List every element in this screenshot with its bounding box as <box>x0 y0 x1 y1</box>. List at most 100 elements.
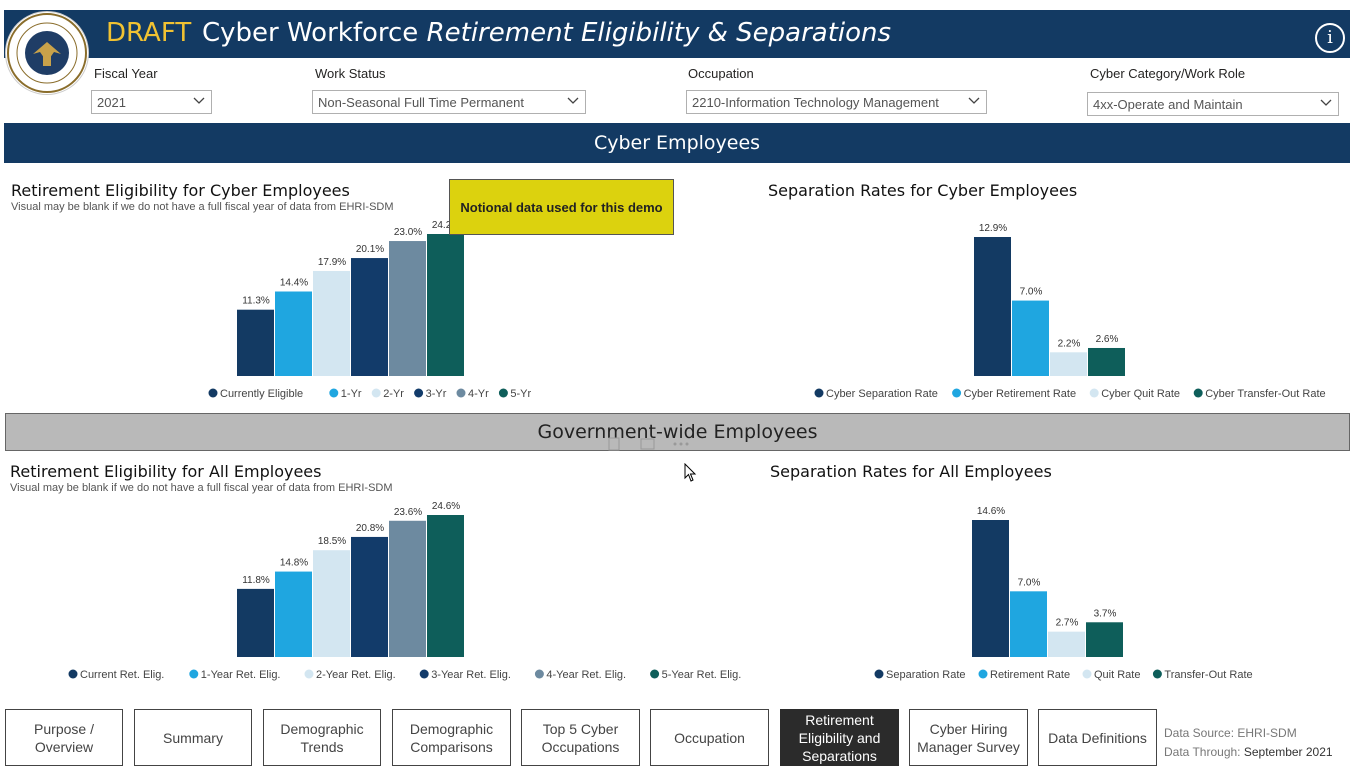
legend-label-sep_all-3[interactable]: Transfer-Out Rate <box>1164 669 1252 681</box>
filter-label-occupation: Occupation <box>688 66 754 81</box>
bar-ret_cyber-4[interactable] <box>389 241 426 376</box>
bar-ret_cyber-0[interactable] <box>237 309 274 376</box>
legend-label-ret_cyber-4[interactable]: 4-Yr <box>468 388 489 400</box>
legend-marker-sep_all-0 <box>874 669 884 679</box>
title-sub: Retirement Eligibility & Separations <box>426 18 892 48</box>
legend-label-sep_cyber-2[interactable]: Cyber Quit Rate <box>1101 388 1180 400</box>
bar-ret_cyber-5[interactable] <box>427 234 464 376</box>
legend-label-ret_cyber-0[interactable]: Currently Eligible <box>220 388 303 400</box>
footer-data-source: Data Source: EHRI-SDM <box>1164 726 1297 740</box>
legend-label-ret_cyber-1[interactable]: 1-Yr <box>341 388 362 400</box>
bar-ret_all-4[interactable] <box>389 520 426 657</box>
bar-ret_all-2[interactable] <box>313 550 350 657</box>
legend-marker-ret_all-1 <box>189 669 199 679</box>
bar-sep_all-1[interactable] <box>1010 591 1047 657</box>
legend-label-sep_all-0[interactable]: Separation Rate <box>886 669 966 681</box>
occupation-value: 2210-Information Technology Management <box>692 95 939 110</box>
bar-sep_cyber-2[interactable] <box>1050 352 1087 376</box>
legend-label-ret_cyber-3[interactable]: 3-Yr <box>426 388 447 400</box>
work-status-dropdown[interactable]: Non-Seasonal Full Time Permanent <box>312 90 586 114</box>
title-main: Cyber Workforce <box>202 18 419 48</box>
bar-sep_all-2[interactable] <box>1048 631 1085 657</box>
legend-marker-ret_cyber-0 <box>208 388 218 398</box>
data-label-sep_all-1: 7.0% <box>1018 577 1041 588</box>
legend-label-ret_all-0[interactable]: Current Ret. Elig. <box>80 669 164 681</box>
chart-title-ret-all: Retirement Eligibility for All Employees <box>10 462 322 481</box>
legend-label-sep_all-1[interactable]: Retirement Rate <box>990 669 1070 681</box>
data-label-ret_all-2: 18.5% <box>318 536 346 547</box>
chart-title-sep-all: Separation Rates for All Employees <box>770 462 1052 481</box>
fiscal-year-dropdown[interactable]: 2021 <box>91 90 212 114</box>
nav-retirement-eligibility-separations[interactable]: Retirement Eligibility and Separations <box>780 709 899 766</box>
nav-cyber-hiring-manager-survey[interactable]: Cyber Hiring Manager Survey <box>909 709 1028 766</box>
opm-seal-logo <box>6 12 88 94</box>
focus-mode-icon <box>640 438 655 450</box>
bar-sep_cyber-3[interactable] <box>1088 347 1125 376</box>
cyber-category-dropdown[interactable]: 4xx-Operate and Maintain <box>1087 92 1339 116</box>
data-label-ret_cyber-2: 17.9% <box>318 257 346 268</box>
bar-ret_all-0[interactable] <box>237 588 274 657</box>
legend-marker-ret_cyber-2 <box>371 388 381 398</box>
nav-purpose-overview[interactable]: Purpose / Overview <box>5 709 123 766</box>
data-label-sep_all-2: 2.7% <box>1056 618 1079 629</box>
legend-label-ret_all-1[interactable]: 1-Year Ret. Elig. <box>201 669 281 681</box>
legend-label-sep_cyber-0[interactable]: Cyber Separation Rate <box>826 388 938 400</box>
filter-label-fiscal-year: Fiscal Year <box>94 66 158 81</box>
notional-data-banner: Notional data used for this demo <box>449 179 674 235</box>
footer-through-value: September 2021 <box>1243 745 1333 759</box>
legend-label-ret_all-4[interactable]: 4-Year Ret. Elig. <box>546 669 626 681</box>
more-options-icon <box>673 442 677 446</box>
bar-sep_cyber-1[interactable] <box>1012 300 1049 376</box>
nav-top-5-cyber-occupations[interactable]: Top 5 Cyber Occupations <box>521 709 640 766</box>
legend-label-ret_cyber-5[interactable]: 5-Yr <box>510 388 531 400</box>
info-icon[interactable]: i <box>1315 23 1345 53</box>
bar-ret_all-3[interactable] <box>351 536 388 657</box>
chart-sep-all: 14.6% 7.0% 2.7% 3.7% Separation Rate Retireme… <box>874 506 1253 681</box>
legend-label-ret_all-2[interactable]: 2-Year Ret. Elig. <box>316 669 396 681</box>
legend-marker-ret_all-3 <box>419 669 429 679</box>
chevron-down-icon <box>1320 99 1332 106</box>
bar-ret_cyber-2[interactable] <box>313 270 350 376</box>
legend-label-ret_all-3[interactable]: 3-Year Ret. Elig. <box>431 669 511 681</box>
bar-ret_all-5[interactable] <box>427 515 464 657</box>
copy-icon <box>608 437 620 451</box>
bar-ret_cyber-1[interactable] <box>275 291 312 376</box>
legend-marker-sep_all-2 <box>1082 669 1092 679</box>
legend-label-sep_cyber-1[interactable]: Cyber Retirement Rate <box>964 388 1077 400</box>
visual-header-icons[interactable] <box>607 436 693 452</box>
legend-label-sep_cyber-3[interactable]: Cyber Transfer-Out Rate <box>1205 388 1325 400</box>
nav-demographic-comparisons[interactable]: Demographic Comparisons <box>392 709 511 766</box>
bar-ret_cyber-3[interactable] <box>351 258 388 376</box>
legend-label-sep_all-2[interactable]: Quit Rate <box>1094 669 1140 681</box>
chart-subtitle-ret-cyber: Visual may be blank if we do not have a … <box>11 201 394 213</box>
nav-occupation[interactable]: Occupation <box>650 709 769 766</box>
bar-sep_cyber-0[interactable] <box>974 237 1011 376</box>
data-label-ret_all-4: 23.6% <box>394 507 422 518</box>
legend-marker-sep_all-3 <box>1152 669 1162 679</box>
bar-sep_all-0[interactable] <box>972 520 1009 657</box>
nav-data-definitions[interactable]: Data Definitions <box>1038 709 1157 766</box>
legend-marker-ret_cyber-5 <box>498 388 508 398</box>
occupation-dropdown[interactable]: 2210-Information Technology Management <box>686 90 987 114</box>
chart-title-sep-cyber: Separation Rates for Cyber Employees <box>768 181 1078 200</box>
page-title: Cyber Workforce Retirement Eligibility &… <box>202 18 891 48</box>
bar-sep_all-3[interactable] <box>1086 622 1123 657</box>
filter-label-work-status: Work Status <box>315 66 386 81</box>
data-label-sep_cyber-2: 2.2% <box>1058 338 1081 349</box>
legend-label-ret_all-5[interactable]: 5-Year Ret. Elig. <box>662 669 742 681</box>
data-label-sep_cyber-1: 7.0% <box>1020 287 1043 298</box>
bar-ret_all-1[interactable] <box>275 571 312 657</box>
legend-marker-ret_all-0 <box>68 669 78 679</box>
legend-marker-sep_all-1 <box>978 669 988 679</box>
data-label-ret_cyber-3: 20.1% <box>356 244 384 255</box>
nav-summary[interactable]: Summary <box>134 709 252 766</box>
legend-marker-sep_cyber-1 <box>952 388 962 398</box>
nav-demographic-trends[interactable]: Demographic Trends <box>263 709 381 766</box>
draft-label: DRAFT <box>106 18 192 48</box>
data-label-ret_all-1: 14.8% <box>280 558 308 569</box>
legend-label-ret_cyber-2[interactable]: 2-Yr <box>383 388 404 400</box>
footer-through-label: Data Through: <box>1164 745 1241 759</box>
data-label-sep_cyber-3: 2.6% <box>1096 334 1119 345</box>
legend-marker-sep_cyber-2 <box>1089 388 1099 398</box>
data-label-sep_all-0: 14.6% <box>977 506 1005 517</box>
